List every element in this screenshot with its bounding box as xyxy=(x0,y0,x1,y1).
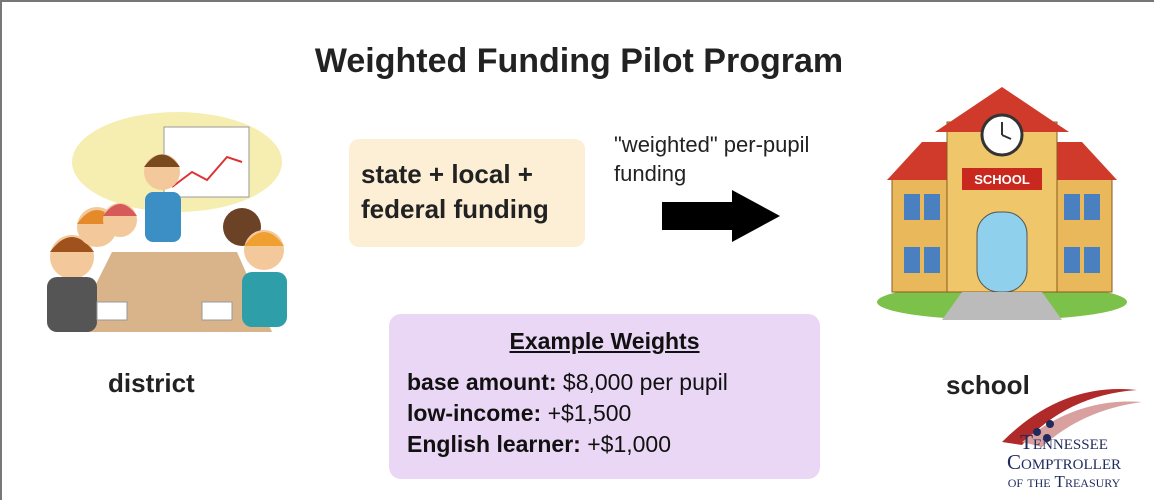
funding-line: federal funding xyxy=(361,192,585,227)
arrow xyxy=(662,190,780,242)
logo-text: Tennessee Comptroller of the Treasury xyxy=(974,432,1154,492)
weight-label: English learner: xyxy=(407,431,581,457)
weight-value: +$1,500 xyxy=(548,400,632,426)
weights-title: Example Weights xyxy=(407,328,820,355)
district-label: district xyxy=(108,368,195,399)
weight-value: +$1,000 xyxy=(587,431,671,457)
weight-row: low-income: +$1,500 xyxy=(407,398,820,429)
funding-box: state + local + federal funding xyxy=(349,139,585,247)
weight-row: English learner: +$1,000 xyxy=(407,429,820,460)
logo-line: Tennessee xyxy=(974,432,1154,452)
weights-box: Example Weights base amount: $8,000 per … xyxy=(389,314,820,479)
arrow-label: "weighted" per-pupil funding xyxy=(614,130,864,188)
weight-value: $8,000 per pupil xyxy=(563,369,728,395)
logo-line: Comptroller xyxy=(974,452,1154,472)
title: Weighted Funding Pilot Program xyxy=(2,42,1154,81)
funding-line: state + local + xyxy=(361,157,585,192)
school-illustration: SCHOOL xyxy=(877,87,1127,320)
district-illustration xyxy=(47,112,287,332)
weight-label: low-income: xyxy=(407,400,541,426)
weight-label: base amount: xyxy=(407,369,557,395)
page: SCHOOL Weighted Funding Pilot Program st… xyxy=(0,0,1154,500)
weight-row: base amount: $8,000 per pupil xyxy=(407,367,820,398)
school-label: school xyxy=(946,370,1030,401)
logo-line: of the Treasury xyxy=(974,472,1154,492)
school-sign: SCHOOL xyxy=(974,172,1030,187)
